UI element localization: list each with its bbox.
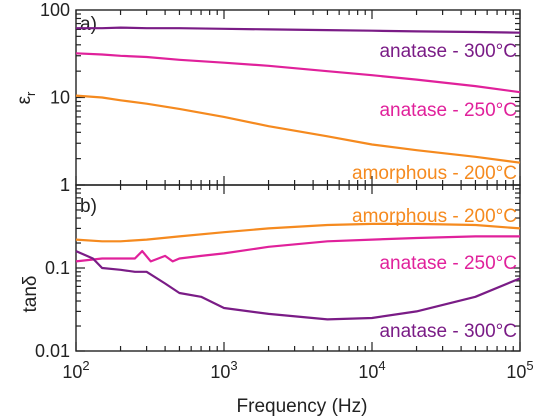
panel-a-ytick-label: 10 bbox=[50, 88, 70, 108]
panel-b-ytick-label: 1 bbox=[60, 175, 70, 195]
panel-a-ylabel-sub: r bbox=[23, 91, 38, 96]
panel-a-series-anatase-300c bbox=[76, 28, 520, 33]
panel-a-ylabel: εr bbox=[14, 91, 38, 104]
xtick-label: 105 bbox=[506, 358, 533, 382]
x-axis-label: Frequency (Hz) bbox=[237, 396, 368, 417]
panel-b: b) tanδ 0.01 0.1 1 102 103 104 105 amorphous -… bbox=[20, 175, 534, 417]
panel-a: a) εr 1 10 100 anatase - 300°C anatase - 25… bbox=[14, 0, 520, 195]
panel-b-label: b) bbox=[80, 196, 97, 217]
panel-b-label-amorphous-200c: amorphous - 200°C bbox=[352, 206, 517, 227]
panel-b-label-anatase-250c: anatase - 250°C bbox=[379, 253, 517, 274]
panel-b-label-anatase-300c: anatase - 300°C bbox=[379, 321, 517, 342]
panel-a-ytick-label: 100 bbox=[40, 0, 70, 20]
panel-b-ytick-label: 0.1 bbox=[45, 258, 70, 278]
panel-a-label: a) bbox=[80, 14, 97, 35]
panel-b-ytick-label: 0.01 bbox=[35, 341, 70, 361]
panel-a-label-amorphous-200c: amorphous - 200°C bbox=[352, 163, 517, 184]
xtick-label: 102 bbox=[62, 358, 89, 382]
panel-a-label-anatase-300c: anatase - 300°C bbox=[379, 41, 517, 62]
panel-a-frame bbox=[76, 10, 520, 185]
svg-text:εr: εr bbox=[14, 91, 38, 104]
xtick-label: 104 bbox=[358, 358, 385, 382]
panel-a-label-anatase-250c: anatase - 250°C bbox=[379, 100, 517, 121]
xtick-label: 103 bbox=[210, 358, 237, 382]
panel-b-ylabel: tanδ bbox=[20, 276, 41, 313]
